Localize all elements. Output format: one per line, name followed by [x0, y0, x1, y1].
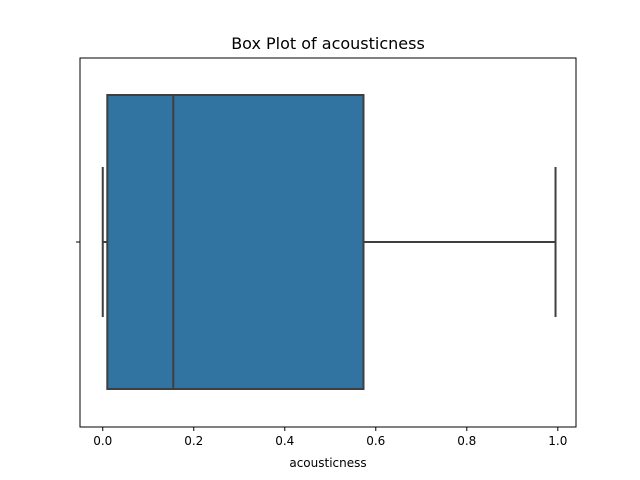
x-axis-label: acousticness: [289, 456, 366, 470]
x-tick-label: 0.4: [275, 434, 294, 448]
x-tick-label: 0.2: [184, 434, 203, 448]
x-axis: 0.0 0.2 0.4 0.6 0.8 1.0: [93, 427, 567, 448]
x-tick-label: 0.8: [457, 434, 476, 448]
chart-title: Box Plot of acousticness: [231, 34, 425, 53]
plot-area: [101, 94, 557, 390]
x-tick-label: 0.6: [366, 434, 385, 448]
iqr-box: [106, 94, 365, 390]
x-tick-label: 0.0: [93, 434, 112, 448]
x-tick-label: 1.0: [548, 434, 567, 448]
